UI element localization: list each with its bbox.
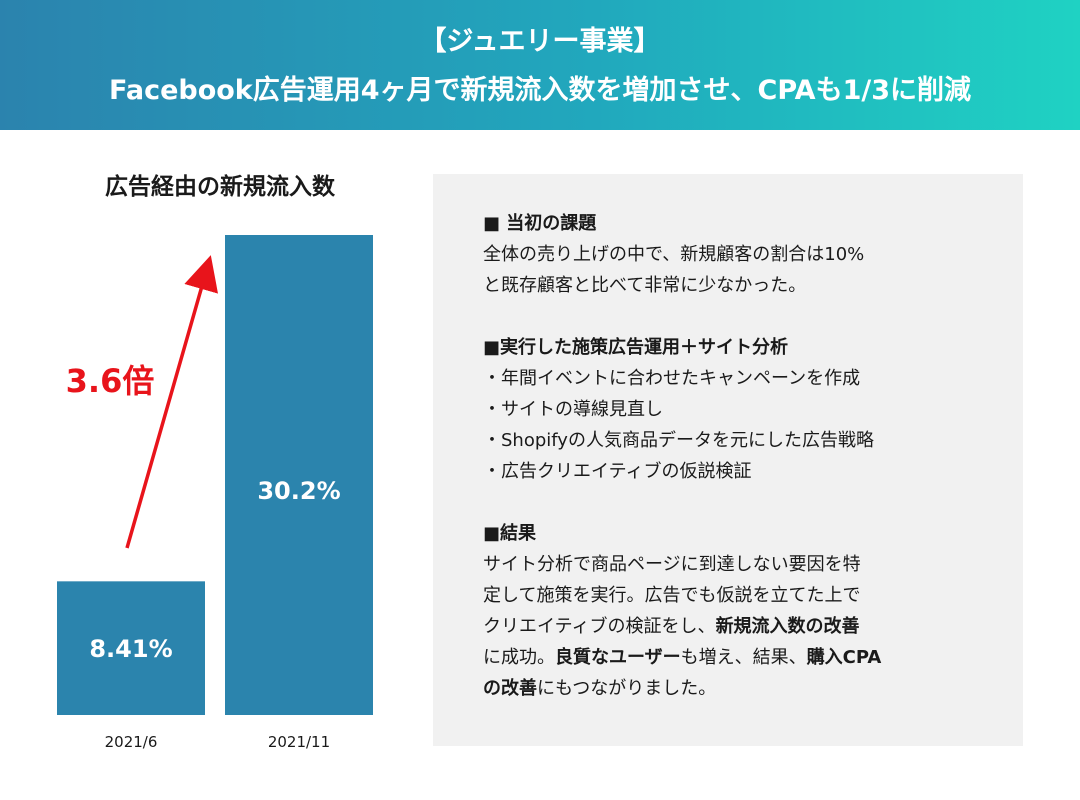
bar-value-label: 30.2% xyxy=(257,477,340,505)
growth-annotation: 3.6倍 xyxy=(66,362,155,400)
result-emphasis: 購入CPA xyxy=(806,647,882,668)
result-emphasis: 新規流入数の改善 xyxy=(715,616,860,637)
result-text: にもつながりました。 xyxy=(537,678,717,699)
result-text: も増え、結果、 xyxy=(680,647,807,668)
bar-chart: 8.41% 2021/6 30.2% 2021/11 3.6倍 xyxy=(57,235,373,751)
action-item: ・サイトの導線見直し xyxy=(483,399,663,420)
issue-line: と既存顧客と比べて非常に少なかった。 xyxy=(483,275,807,296)
action-item: ・年間イベントに合わせたキャンペーンを作成 xyxy=(483,368,861,389)
issue-line: 全体の売り上げの中で、新規顧客の割合は10% xyxy=(483,244,865,265)
issue-title: ■ 当初の課題 xyxy=(483,213,597,234)
result-line: サイト分析で商品ページに到達しない要因を特 xyxy=(483,554,861,575)
header-title: 【ジュエリー事業】 xyxy=(419,26,661,57)
result-text: クリエイティブの検証をし、 xyxy=(483,616,716,637)
action-title: ■実行した施策広告運用＋サイト分析 xyxy=(483,337,789,358)
growth-arrow xyxy=(125,255,219,549)
result-emphasis: の改善 xyxy=(483,678,537,699)
action-item: ・Shopifyの人気商品データを元にした広告戦略 xyxy=(483,430,874,451)
x-tick-label: 2021/11 xyxy=(268,733,330,751)
result-line: に成功。良質なユーザーも増え、結果、購入CPA xyxy=(483,642,993,673)
header-subtitle: Facebook広告運用4ヶ月で新規流入数を増加させ、CPAも1/3に削減 xyxy=(108,75,972,106)
x-tick-label: 2021/6 xyxy=(105,733,158,751)
result-line: クリエイティブの検証をし、新規流入数の改善 xyxy=(483,611,993,642)
bar-2021/11 xyxy=(225,235,373,715)
result-line: 定して施策を実行。広告でも仮説を立てた上で xyxy=(483,585,861,606)
action-item: ・広告クリエイティブの仮説検証 xyxy=(483,461,752,482)
bar-value-label: 8.41% xyxy=(89,635,172,663)
result-emphasis: 良質なユーザー xyxy=(555,647,681,668)
description-panel: ■ 当初の課題 全体の売り上げの中で、新規顧客の割合は10% と既存顧客と比べて… xyxy=(433,174,1023,746)
header-banner: 【ジュエリー事業】 Facebook広告運用4ヶ月で新規流入数を増加させ、CPA… xyxy=(0,0,1080,130)
bar-2021/6 xyxy=(57,581,205,715)
result-line: の改善にもつながりました。 xyxy=(483,673,993,704)
result-title: ■結果 xyxy=(483,523,537,544)
chart-title: 広告経由の新規流入数 xyxy=(105,174,335,200)
result-text: に成功。 xyxy=(483,647,555,668)
